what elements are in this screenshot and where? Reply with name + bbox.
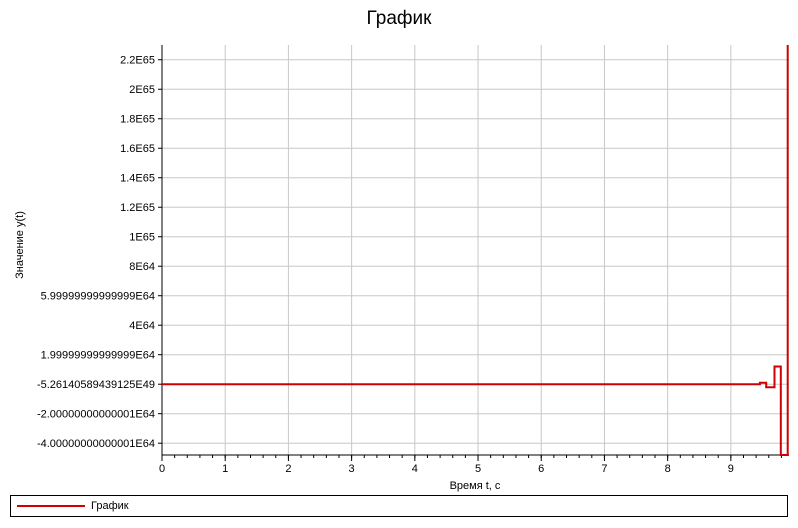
x-tick-label: 7 (601, 463, 607, 475)
x-tick-label: 2 (285, 463, 291, 475)
y-tick-label: 1.4E65 (120, 173, 155, 185)
x-tick-label: 0 (159, 463, 165, 475)
y-tick-label: 1E65 (129, 232, 155, 244)
x-tick-label: 3 (349, 463, 355, 475)
legend-label: График (91, 500, 129, 512)
y-tick-label: 4E64 (129, 320, 155, 332)
x-axis-label: Время t, с (449, 480, 501, 492)
plot-background (162, 45, 789, 455)
legend-swatch (17, 505, 85, 507)
y-tick-label: 1.8E65 (120, 114, 155, 126)
x-tick-label: 6 (538, 463, 544, 475)
y-tick-label: 1.6E65 (120, 143, 155, 155)
y-tick-label: -4.00000000000001E64 (37, 438, 155, 450)
chart-title: График (366, 8, 432, 29)
x-tick-label: 9 (728, 463, 734, 475)
y-tick-label: 5.99999999999999E64 (41, 291, 155, 303)
y-tick-label: -2.00000000000001E64 (37, 409, 155, 421)
series-line (162, 45, 789, 456)
y-tick-label: 1.99999999999999E64 (41, 350, 155, 362)
y-tick-label: -5.26140589439125E49 (37, 379, 155, 391)
y-tick-label: 2.2E65 (120, 55, 155, 67)
x-tick-label: 1 (222, 463, 228, 475)
y-tick-label: 8E64 (129, 261, 155, 273)
legend: График (10, 495, 788, 517)
y-tick-label: 1.2E65 (120, 202, 155, 214)
x-tick-label: 8 (665, 463, 671, 475)
y-tick-label: 2E65 (129, 84, 155, 96)
x-tick-label: 5 (475, 463, 481, 475)
x-tick-label: 4 (412, 463, 418, 475)
